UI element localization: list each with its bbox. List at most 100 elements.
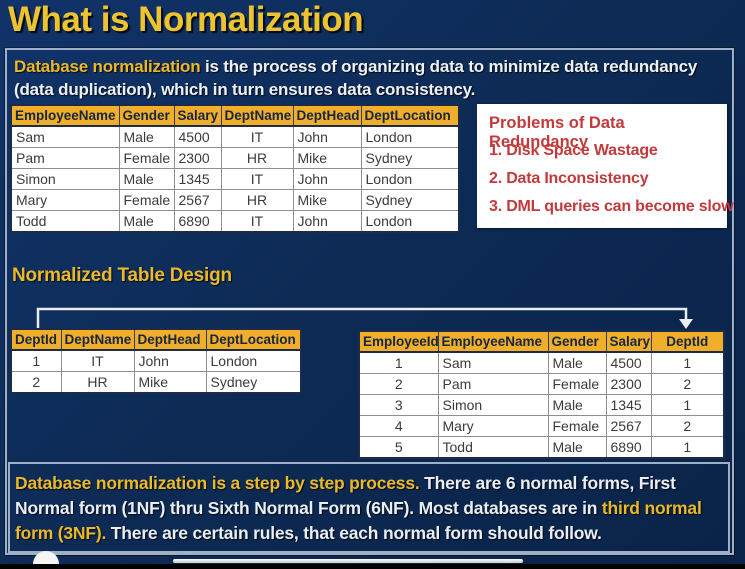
table-cell: Male	[547, 394, 607, 416]
column-header: EmployeeName	[437, 330, 549, 353]
table-cell: Male	[547, 351, 607, 374]
column-header: DeptLocation	[360, 104, 460, 127]
table-cell: 2300	[173, 147, 222, 169]
column-header: DeptId	[650, 330, 725, 353]
table-cell: 2300	[605, 373, 652, 395]
table-cell: HR	[220, 189, 294, 211]
table-cell: IT	[220, 210, 294, 233]
table-cell: John	[292, 125, 362, 148]
table-row: 1 Sam Male 4500 1	[358, 351, 725, 374]
table-cell: Todd	[437, 436, 549, 459]
footer-highlight-1: Database normalization is a step by step…	[15, 473, 420, 493]
column-header: DeptName	[220, 104, 294, 127]
table-cell: Pam	[10, 147, 120, 169]
table-cell: Male	[547, 436, 607, 459]
table-row: Sam Male 4500 IT John London	[10, 125, 460, 148]
table-cell: London	[360, 210, 460, 233]
table-cell: IT	[220, 125, 294, 148]
table-cell: IT	[220, 168, 294, 190]
normalized-employee-table: EmployeeId EmployeeName Gender Salary DeptId…	[358, 330, 725, 459]
video-progress-bar[interactable]	[173, 559, 523, 563]
table-cell: Simon	[437, 394, 549, 416]
table-cell: Mike	[133, 371, 207, 394]
table-cell: Male	[118, 168, 175, 190]
table-cell: IT	[60, 349, 135, 372]
header-row: EmployeeName Gender Salary DeptName DeptHead…	[10, 104, 460, 127]
table-cell: Sydney	[205, 371, 302, 394]
table-row: 5 Todd Male 6890 1	[358, 436, 725, 459]
table-cell: 6890	[173, 210, 222, 233]
table-cell: Mary	[437, 415, 549, 437]
column-header: DeptId	[10, 328, 62, 351]
problem-item: 1. Disk Space Wastage	[489, 142, 658, 159]
column-header: EmployeeName	[10, 104, 120, 127]
problems-box: Problems of Data Redundancy 1. Disk Spac…	[477, 104, 734, 228]
column-header: DeptHead	[292, 104, 362, 127]
dept-table: DeptId DeptName DeptHead DeptLocation 1 IT Joh…	[10, 328, 302, 394]
table-row: 2 Pam Female 2300 2	[358, 373, 725, 395]
table-cell: Female	[118, 147, 175, 169]
table-cell: John	[292, 168, 362, 190]
table-cell: 1345	[173, 168, 222, 190]
table-cell: Female	[547, 373, 607, 395]
column-header: DeptHead	[133, 328, 207, 351]
column-header: EmployeeId	[358, 330, 439, 353]
header-row: DeptId DeptName DeptHead DeptLocation	[10, 328, 302, 351]
intro-highlight: Database normalization	[14, 57, 201, 76]
intro-rest: is the process of organizing data to min…	[14, 57, 698, 99]
column-header: Gender	[547, 330, 607, 353]
table-cell: 4500	[605, 351, 652, 374]
table-cell: 1	[650, 394, 725, 416]
table-cell: Mike	[292, 147, 362, 169]
table-row: Todd Male 6890 IT John London	[10, 210, 460, 233]
footer-highlight-2: third normal form (3NF).	[15, 498, 702, 543]
table-cell: 2	[650, 373, 725, 395]
video-playhead-knob[interactable]	[33, 551, 59, 564]
table-cell: Pam	[437, 373, 549, 395]
table-cell: Sydney	[360, 147, 460, 169]
table-cell: 2567	[605, 415, 652, 437]
intro-paragraph: Database normalization is the process of…	[14, 55, 726, 101]
table-cell: 1	[650, 351, 725, 374]
table-row: Simon Male 1345 IT John London	[10, 168, 460, 190]
table-cell: Sam	[10, 125, 120, 148]
table-cell: 4500	[173, 125, 222, 148]
table-cell: Male	[118, 210, 175, 233]
table-cell: Female	[118, 189, 175, 211]
denormalized-employee-table: EmployeeName Gender Salary DeptName DeptHead…	[10, 104, 460, 233]
table-cell: 1	[358, 351, 439, 374]
header-row: EmployeeId EmployeeName Gender Salary DeptId	[358, 330, 725, 353]
table-cell: Sydney	[360, 189, 460, 211]
table-cell: Sam	[437, 351, 549, 374]
table-row: 1 IT John London	[10, 349, 302, 372]
table-cell: HR	[220, 147, 294, 169]
table-cell: 2	[650, 415, 725, 437]
table-row: 2 HR Mike Sydney	[10, 371, 302, 394]
table-row: Mary Female 2567 HR Mike Sydney	[10, 189, 460, 211]
table-row: 3 Simon Male 1345 1	[358, 394, 725, 416]
table-cell: Simon	[10, 168, 120, 190]
table-row: Pam Female 2300 HR Mike Sydney	[10, 147, 460, 169]
table-cell: 2	[10, 371, 62, 394]
table-cell: 1	[650, 436, 725, 459]
footer-text-2: There are certain rules, that each norma…	[106, 523, 602, 543]
table-cell: Mike	[292, 189, 362, 211]
footer-panel-frame	[8, 462, 730, 553]
table-cell: 3	[358, 394, 439, 416]
table-row: 4 Mary Female 2567 2	[358, 415, 725, 437]
table-cell: 1	[10, 349, 62, 372]
content-panel-frame	[5, 48, 734, 555]
slide-title: What is Normalization	[8, 0, 364, 39]
column-header: DeptName	[60, 328, 135, 351]
problem-item: 2. Data Inconsistency	[489, 170, 649, 187]
problems-box-title: Problems of Data Redundancy	[489, 114, 625, 151]
table-cell: London	[360, 168, 460, 190]
table-cell: John	[292, 210, 362, 233]
table-cell: HR	[60, 371, 135, 394]
table-cell: Todd	[10, 210, 120, 233]
footer-text-1: There are 6 normal forms, First Normal f…	[15, 473, 676, 518]
table-cell: 2	[358, 373, 439, 395]
table-cell: John	[133, 349, 207, 372]
table-cell: 4	[358, 415, 439, 437]
column-header: Salary	[605, 330, 652, 353]
